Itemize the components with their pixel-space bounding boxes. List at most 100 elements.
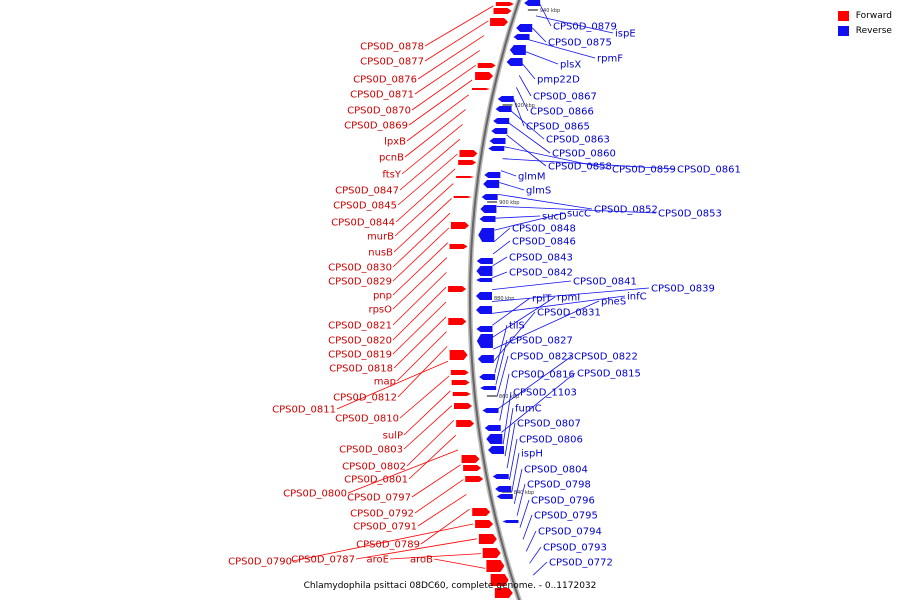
reverse-gene-label[interactable]: CPS0D_0794 — [525, 527, 602, 552]
reverse-gene-feature — [488, 446, 505, 454]
forward-gene-label[interactable]: map — [374, 331, 447, 388]
forward-gene-label[interactable]: CPS0D_0877 — [360, 20, 489, 68]
forward-gene-label[interactable]: CPS0D_0871 — [350, 50, 480, 101]
forward-gene-label[interactable]: CPS0D_0811 — [272, 360, 449, 416]
forward-gene-label[interactable]: CPS0D_0870 — [347, 64, 477, 117]
reverse-gene-label[interactable]: CPS0D_0831 — [493, 308, 601, 362]
reverse-gene-feature — [524, 0, 541, 6]
reverse-gene-label[interactable]: CPS0D_0815 — [501, 369, 641, 433]
forward-gene-label[interactable]: lpxB — [384, 94, 469, 148]
forward-gene-name: CPS0D_0791 — [353, 522, 417, 533]
reverse-gene-label[interactable]: CPS0D_0848 — [493, 224, 576, 243]
forward-gene-label[interactable]: CPS0D_0801 — [344, 434, 457, 486]
reverse-gene-label[interactable]: plsX — [525, 51, 581, 71]
reverse-gene-feature — [484, 425, 501, 431]
forward-gene-label[interactable]: CPS0D_0810 — [335, 375, 450, 425]
reverse-gene-name: sucC — [567, 209, 591, 220]
reverse-gene-label[interactable]: CPS0D_0842 — [492, 268, 573, 279]
forward-gene-label[interactable]: CPS0D_0803 — [339, 405, 453, 456]
reverse-gene-label[interactable]: glmS — [499, 182, 551, 197]
reverse-gene-label[interactable]: fumC — [504, 404, 542, 457]
forward-gene-label[interactable]: CPS0D_0792 — [350, 479, 464, 520]
forward-gene-label[interactable]: CPS0D_0845 — [333, 153, 458, 212]
reverse-leader-line — [531, 27, 547, 43]
reverse-gene-label[interactable]: ispE — [535, 15, 636, 40]
reverse-gene-name: CPS0D_0816 — [511, 370, 575, 381]
reverse-gene-label[interactable]: sucD — [495, 212, 567, 223]
forward-gene-label[interactable]: CPS0D_0821 — [328, 272, 447, 332]
forward-gene-label[interactable]: CPS0D_0818 — [329, 316, 447, 375]
forward-gene-label[interactable]: CPS0D_0820 — [328, 286, 447, 347]
reverse-gene-label[interactable]: CPS0D_0865 — [513, 99, 590, 133]
reverse-gene-label[interactable]: CPS0D_0823 — [496, 352, 574, 397]
reverse-gene-label[interactable]: CPS0D_0772 — [532, 558, 613, 576]
forward-gene-label[interactable]: CPS0D_0819 — [328, 301, 447, 361]
reverse-gene-label[interactable]: CPS0D_0796 — [519, 496, 595, 528]
reverse-gene-label[interactable]: sucC — [494, 209, 591, 231]
reverse-gene-name: CPS0D_0823 — [510, 352, 574, 363]
reverse-gene-label[interactable]: CPS0D_0839 — [491, 284, 715, 302]
forward-gene-label[interactable]: CPS0D_0829 — [328, 227, 450, 288]
reverse-gene-label[interactable]: CPS0D_0866 — [516, 87, 594, 118]
forward-gene-label[interactable]: CPS0D_0878 — [360, 5, 494, 53]
forward-gene-label[interactable]: pnp — [373, 242, 449, 302]
reverse-gene-label[interactable]: infC — [492, 292, 647, 314]
reverse-gene-label[interactable]: glmM — [500, 170, 546, 183]
reverse-gene-label[interactable]: CPS0D_0846 — [492, 237, 576, 255]
forward-gene-label[interactable]: CPS0D_0800 — [283, 449, 459, 500]
reverse-gene-label[interactable]: CPS0D_1103 — [502, 388, 577, 445]
reverse-gene-label[interactable]: rpmF — [528, 39, 623, 65]
forward-gene-label[interactable]: CPS0D_0790 — [228, 523, 474, 568]
forward-gene-label[interactable]: pcnB — [379, 109, 466, 164]
forward-gene-feature — [448, 286, 467, 292]
reverse-gene-label[interactable]: CPS0D_0859 — [504, 146, 676, 176]
reverse-gene-label[interactable]: CPS0D_0841 — [492, 277, 637, 290]
reverse-gene-label[interactable]: CPS0D_0875 — [531, 27, 612, 49]
forward-gene-label[interactable]: CPS0D_0789 — [356, 508, 470, 551]
reverse-gene-label[interactable]: CPS0D_0853 — [496, 205, 722, 220]
forward-gene-label[interactable]: CPS0D_0844 — [331, 168, 456, 229]
forward-leader-line — [392, 227, 450, 282]
reverse-gene-label[interactable]: CPS0D_0816 — [499, 370, 575, 421]
forward-gene-label[interactable]: murB — [367, 183, 454, 243]
forward-gene-label[interactable]: ftsY — [382, 124, 463, 181]
forward-gene-label[interactable]: CPS0D_0869 — [344, 79, 473, 132]
reverse-gene-label[interactable]: CPS0D_0863 — [510, 110, 610, 146]
forward-gene-label[interactable]: CPS0D_0830 — [328, 212, 451, 274]
reverse-gene-label[interactable]: CPS0D_0798 — [516, 480, 591, 516]
reverse-gene-label[interactable]: ispH — [511, 449, 543, 492]
reverse-gene-label[interactable]: rplT — [492, 294, 552, 326]
forward-gene-label[interactable]: nusB — [368, 198, 452, 259]
reverse-gene-label[interactable]: CPS0D_0793 — [529, 543, 607, 564]
forward-leader-line — [392, 272, 447, 326]
forward-gene-label[interactable]: rpsO — [368, 257, 448, 316]
forward-gene-name: CPS0D_0877 — [360, 57, 424, 68]
forward-gene-label[interactable]: sulP — [383, 390, 451, 442]
reverse-gene-label[interactable]: tilS — [494, 321, 525, 373]
reverse-gene-label[interactable]: CPS0D_0852 — [497, 194, 658, 216]
reverse-gene-label[interactable]: rpmI — [492, 293, 580, 338]
forward-gene-label[interactable]: CPS0D_0797 — [347, 464, 461, 504]
reverse-gene-label[interactable]: pmp22D — [521, 63, 580, 86]
reverse-gene-label[interactable]: CPS0D_0860 — [508, 122, 616, 160]
reverse-gene-label[interactable]: CPS0D_0861 — [502, 158, 741, 176]
legend-item-reverse: Reverse — [837, 23, 892, 38]
reverse-gene-label[interactable]: CPS0D_0843 — [492, 253, 573, 267]
forward-leader-line — [392, 286, 447, 341]
forward-gene-label[interactable]: CPS0D_0876 — [353, 35, 485, 86]
reverse-gene-label[interactable]: CPS0D_0795 — [522, 511, 598, 540]
forward-gene-label[interactable]: aroB — [410, 555, 486, 569]
forward-gene-label[interactable]: aroE — [367, 553, 481, 566]
reverse-gene-label[interactable]: CPS0D_0827 — [495, 336, 573, 385]
forward-gene-label[interactable]: CPS0D_0787 — [291, 538, 477, 566]
reverse-gene-label[interactable]: CPS0D_0806 — [509, 435, 583, 481]
forward-gene-label[interactable]: CPS0D_0812 — [333, 346, 448, 404]
reverse-gene-label[interactable]: CPS0D_0822 — [498, 352, 638, 409]
forward-gene-label[interactable]: CPS0D_0802 — [342, 420, 455, 473]
forward-gene-label[interactable]: CPS0D_0847 — [335, 138, 461, 197]
reverse-gene-label[interactable]: CPS0D_0804 — [513, 465, 588, 504]
forward-gene-label[interactable]: CPS0D_0791 — [353, 494, 467, 533]
reverse-gene-label[interactable]: CPS0D_0867 — [518, 75, 597, 103]
reverse-leader-line — [528, 39, 596, 59]
reverse-gene-label[interactable]: CPS0D_0807 — [506, 419, 581, 469]
